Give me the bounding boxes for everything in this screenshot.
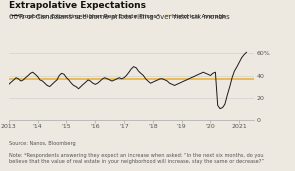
Legend: Proportion Expecting Higher Real Estate Prices*, Historical Average: Proportion Expecting Higher Real Estate …: [12, 14, 226, 18]
Text: Note: *Respondents answering they expect an increase when asked: “In the next si: Note: *Respondents answering they expect…: [9, 153, 264, 164]
Text: Source: Nanos, Bloomberg: Source: Nanos, Bloomberg: [9, 141, 76, 146]
Text: 60% of Canadians see home prices rising over next six months: 60% of Canadians see home prices rising …: [9, 14, 230, 20]
Text: Extrapolative Expectations: Extrapolative Expectations: [9, 1, 146, 10]
